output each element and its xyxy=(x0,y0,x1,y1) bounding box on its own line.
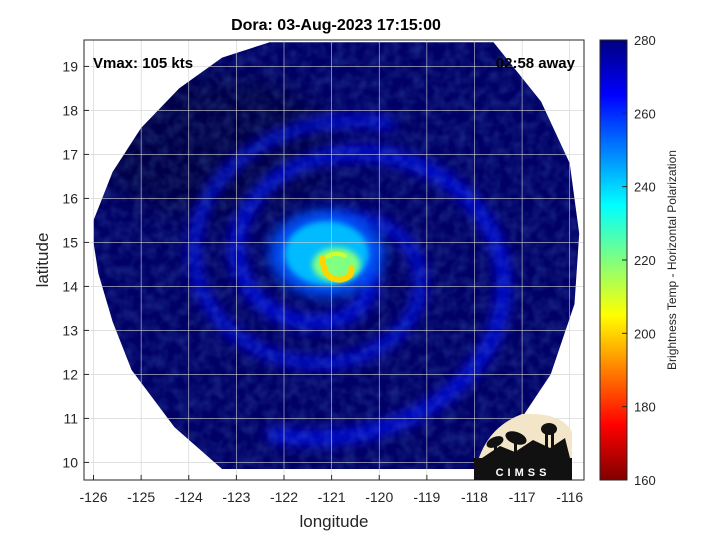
y-tick-label: 13 xyxy=(62,322,78,338)
time-away-annotation: 02:58 away xyxy=(496,55,576,72)
x-tick-label: -117 xyxy=(509,489,536,505)
colorbar: 160 180 200 220 240 260 280 Brightness Temp - … xyxy=(599,33,679,488)
x-tick-label: -120 xyxy=(365,489,393,505)
y-tick-label: 18 xyxy=(62,102,78,118)
colorbar-tick-label: 220 xyxy=(634,253,656,268)
x-tick-label: -121 xyxy=(318,489,346,505)
y-tick-label: 10 xyxy=(62,454,78,470)
x-tick-label: -116 xyxy=(556,489,583,505)
eyewall-ring xyxy=(319,255,355,283)
y-tick-label: 16 xyxy=(62,190,78,206)
colorbar-tick-label: 180 xyxy=(634,400,656,415)
x-tick-label: -118 xyxy=(461,489,488,505)
axes-frame xyxy=(83,39,585,481)
brightness-temp-field xyxy=(93,42,580,469)
y-tick-label: 19 xyxy=(62,58,78,74)
x-tick-label: -123 xyxy=(222,489,250,505)
colorbar-tick-label: 200 xyxy=(634,326,656,341)
x-tick-label: -122 xyxy=(270,489,298,505)
storm-core xyxy=(268,209,385,298)
eyewall-ring-north xyxy=(325,251,347,259)
y-tick-label: 12 xyxy=(62,366,78,382)
colorbar-tick-label: 280 xyxy=(634,33,656,48)
x-axis-label: longitude xyxy=(299,512,368,531)
vmax-annotation: Vmax: 105 kts xyxy=(93,55,193,72)
cimss-logo: CIMSS xyxy=(474,413,572,480)
x-tick-label: -125 xyxy=(127,489,155,505)
y-axis-label: latitude xyxy=(33,233,52,288)
colorbar-tick-label: 240 xyxy=(634,180,656,195)
y-tick-label: 14 xyxy=(62,278,78,294)
y-axis: 10 11 12 13 14 15 16 17 18 19 xyxy=(62,58,89,470)
y-tick-label: 15 xyxy=(62,234,78,250)
colorbar-label: Brightness Temp - Horizontal Polarizatio… xyxy=(665,150,679,370)
y-tick-label: 11 xyxy=(63,410,78,426)
chart-title: Dora: 03-Aug-2023 17:15:00 xyxy=(231,17,441,34)
grid-lines xyxy=(84,40,584,480)
x-axis: -126 -125 -124 -123 -122 -121 -120 -119 -118 -117… xyxy=(80,475,583,505)
colorbar-ticks: 160 180 200 220 240 260 280 xyxy=(622,33,656,488)
y-tick-label: 17 xyxy=(62,146,78,162)
colorbar-tick-label: 260 xyxy=(634,106,656,121)
x-tick-label: -126 xyxy=(80,489,108,505)
colorbar-tick-label: 160 xyxy=(634,473,656,488)
x-tick-label: -124 xyxy=(175,489,203,505)
logo-text: CIMSS xyxy=(496,467,551,479)
x-tick-label: -119 xyxy=(413,489,440,505)
